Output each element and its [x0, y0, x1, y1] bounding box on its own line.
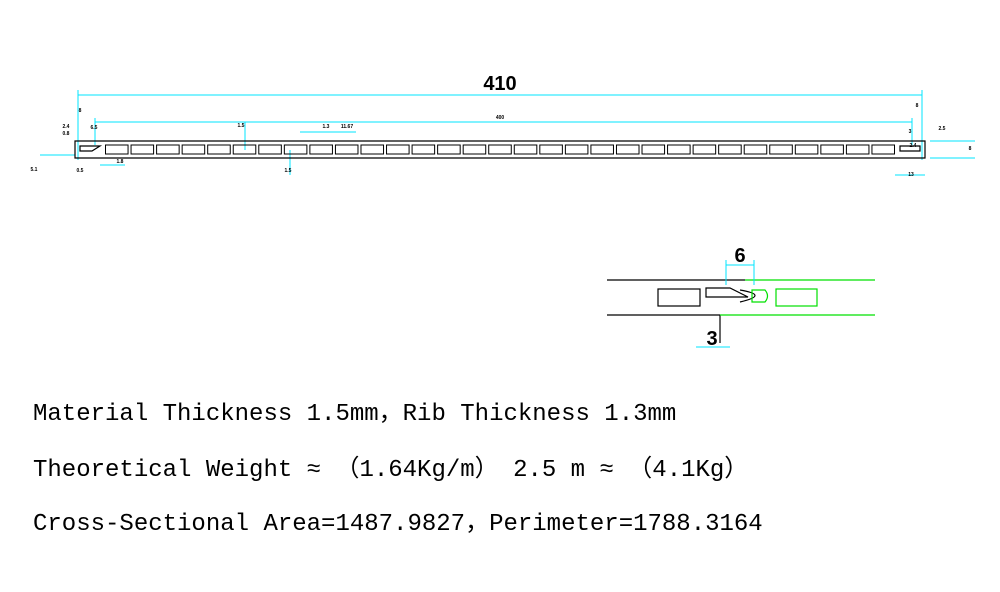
cell [411, 144, 436, 155]
cell [258, 144, 282, 155]
cell [513, 144, 538, 155]
dim-label: 5.1 [31, 167, 38, 173]
cell [718, 144, 742, 155]
cell [437, 144, 461, 155]
cell [156, 144, 180, 155]
dim-label: 11.67 [341, 124, 353, 130]
joint-detail: 6 3 [607, 245, 875, 350]
cell [564, 144, 589, 155]
spec-line: Cross-Sectional Area=1487.9827，Perimeter… [33, 511, 763, 538]
dim-label: 1.5 [238, 123, 245, 129]
dim-label: 8 [916, 103, 919, 109]
cell [232, 144, 257, 155]
spec-line: Theoretical Weight ≈ （1.64Kg/m） 2.5 m ≈ … [33, 457, 749, 484]
cell [105, 144, 129, 155]
cell [871, 144, 895, 155]
cell [820, 144, 844, 155]
dim-label: 410 [483, 73, 516, 95]
cell [845, 144, 870, 155]
cell [743, 144, 768, 155]
dim-label: 1.3 [323, 124, 330, 130]
cell [309, 144, 333, 155]
cell [283, 144, 308, 155]
dimension-lines [40, 90, 975, 176]
cell [794, 144, 819, 155]
profile-cells [105, 144, 895, 155]
cell [539, 144, 563, 155]
cell [667, 144, 691, 155]
dim-label: 2.4 [910, 143, 917, 149]
dim-label: 13 [908, 172, 914, 178]
cell [692, 144, 717, 155]
cell [334, 144, 359, 155]
small-dim-labels: 2.40.86.55.180.51.81.5 1.3 11.671.5832.42.… [31, 103, 972, 178]
cell [386, 144, 410, 155]
dim-label: 2.5 [939, 126, 946, 132]
cell [181, 144, 206, 155]
dim-label: 8 [969, 146, 972, 152]
dim-label: 1.5 [285, 168, 292, 174]
cell [641, 144, 666, 155]
dim-label: 3 [909, 129, 912, 135]
cell [615, 144, 640, 155]
cell [360, 144, 385, 155]
technical-drawing: 410 400 2.40.86.55.180.51.81.5 1.3 11.671.… [31, 73, 975, 350]
cell [769, 144, 793, 155]
dim-label: 0.8 [63, 131, 70, 137]
cell [130, 144, 155, 155]
dim-label: 1.8 [117, 159, 124, 165]
detail-dim-label: 3 [706, 328, 717, 350]
cell [207, 144, 231, 155]
dim-label: 0.5 [77, 168, 84, 174]
dim-label: 8 [79, 108, 82, 114]
cell [590, 144, 614, 155]
spec-line: Material Thickness 1.5mm，Rib Thickness 1… [33, 401, 677, 428]
dim-label: 6.5 [91, 125, 98, 131]
dim-label: 400 [496, 115, 505, 121]
detail-dim-label: 6 [734, 245, 745, 267]
dim-label: 2.4 [63, 124, 70, 130]
profile-outline [74, 140, 926, 159]
cell [488, 144, 512, 155]
cell [462, 144, 487, 155]
